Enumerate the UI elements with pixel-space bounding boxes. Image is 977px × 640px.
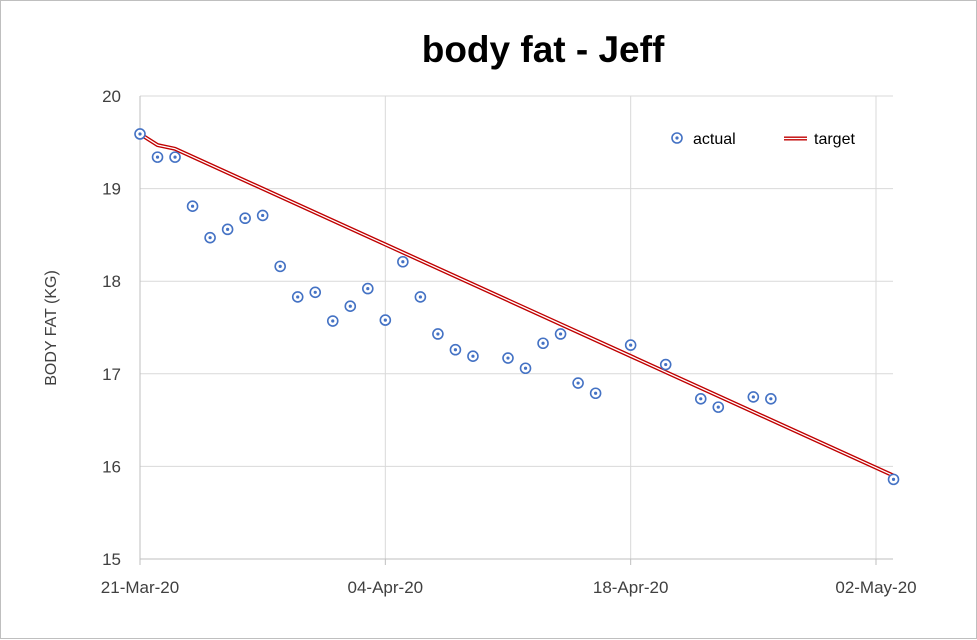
x-tick-label: 18-Apr-20 (593, 578, 669, 597)
legend-actual-marker (671, 132, 683, 144)
marker-center (243, 216, 247, 220)
y-tick-label: 16 (102, 457, 121, 476)
marker-center (576, 381, 580, 385)
marker-center (699, 397, 703, 401)
marker-center (208, 236, 212, 240)
actual-point (362, 282, 374, 295)
gridlines (140, 95, 893, 559)
marker-center (401, 260, 405, 264)
actual-point (134, 128, 146, 140)
actual-point (344, 300, 357, 313)
marker-center (348, 304, 352, 308)
marker-center (173, 155, 177, 159)
marker-center (769, 397, 773, 401)
x-tick-label: 21-Mar-20 (101, 578, 179, 597)
marker-center (418, 295, 422, 299)
actual-point (589, 387, 602, 400)
actual-point (239, 212, 251, 225)
marker-center (296, 295, 300, 299)
target-series (138, 132, 895, 478)
actual-point (204, 231, 216, 244)
marker-center (155, 155, 160, 159)
y-tick-label: 19 (102, 180, 121, 199)
chart-title: body fat - Jeff (422, 29, 665, 70)
x-tick-label: 04-Apr-20 (348, 578, 424, 597)
actual-point (432, 328, 444, 340)
legend-target-label: target (814, 131, 855, 148)
actual-point (624, 339, 637, 351)
actual-point (694, 393, 707, 405)
y-tick-label: 20 (102, 87, 121, 106)
actual-point (887, 473, 900, 486)
actual-point (765, 393, 777, 405)
legend-actual-label: actual (693, 131, 736, 148)
marker-center (891, 477, 896, 481)
marker-center (436, 332, 440, 336)
actual-point (554, 328, 567, 340)
actual-point (537, 337, 549, 350)
target-line-inner (139, 133, 894, 477)
marker-center (383, 318, 387, 322)
y-tick-label: 15 (102, 550, 121, 569)
y-axis-ticks: 15 16 17 18 19 20 (102, 87, 121, 569)
marker-center (523, 366, 528, 370)
marker-center (751, 395, 755, 399)
marker-center (594, 391, 598, 395)
actual-point (659, 358, 672, 371)
marker-center (716, 405, 720, 409)
marker-center (331, 319, 335, 323)
marker-center (138, 132, 142, 136)
marker-center (226, 227, 230, 231)
marker-center (558, 332, 563, 336)
actual-point (519, 362, 532, 375)
actual-point (379, 314, 392, 326)
x-tick-label: 02-May-20 (835, 578, 916, 597)
actual-point (151, 151, 164, 163)
actual-point (747, 391, 760, 403)
marker-center (629, 343, 633, 347)
axes (139, 96, 893, 560)
actual-point (572, 377, 584, 389)
marker-center (453, 348, 458, 352)
actual-point (274, 260, 286, 273)
y-tick-label: 18 (102, 272, 121, 291)
actual-point (467, 350, 479, 363)
actual-point (256, 209, 269, 222)
marker-center (190, 204, 195, 208)
actual-point (291, 291, 304, 303)
marker-center (675, 136, 679, 140)
marker-center (506, 356, 510, 360)
marker-center (664, 362, 668, 367)
marker-center (366, 287, 370, 291)
marker-center (541, 341, 545, 345)
legend-actual-symbol (671, 132, 683, 144)
actual-point (169, 151, 181, 163)
actual-point (414, 291, 427, 303)
actual-point (502, 352, 514, 364)
actual-point (449, 343, 462, 356)
actual-point (397, 255, 409, 268)
x-axis-ticks: 21-Mar-20 04-Apr-20 18-Apr-20 02-May-20 (101, 559, 917, 597)
actual-point (186, 200, 199, 212)
actual-point (221, 223, 234, 236)
marker-center (471, 354, 475, 358)
actual-point (712, 401, 725, 413)
marker-center (261, 213, 265, 218)
actual-series (134, 128, 900, 486)
marker-center (278, 264, 282, 268)
legend: actual target (671, 131, 855, 148)
marker-center (313, 290, 317, 294)
actual-point (326, 315, 339, 327)
y-axis-title: BODY FAT (KG) (43, 270, 60, 386)
actual-point (309, 286, 322, 299)
y-tick-label: 17 (102, 365, 121, 384)
